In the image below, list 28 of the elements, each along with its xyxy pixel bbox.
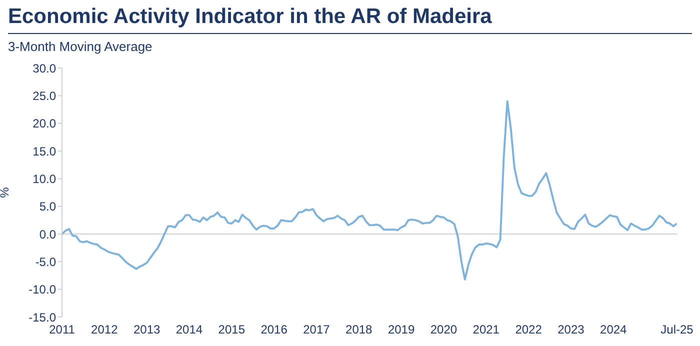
x-tick-label: 2020: [430, 322, 458, 337]
x-tick-label: 2024: [600, 322, 628, 337]
x-tick-label: 2021: [472, 322, 500, 337]
chart-title: Economic Activity Indicator in the AR of Madeira: [8, 5, 492, 29]
x-tick-label: 2023: [558, 322, 585, 337]
y-tick-label: 20.0: [32, 116, 56, 131]
x-tick-label: Jul-25: [660, 322, 694, 337]
chart-subtitle: 3-Month Moving Average: [8, 39, 152, 54]
x-tick-label: 2012: [91, 322, 118, 337]
y-tick-label: -5.0: [35, 254, 56, 269]
x-tick-label: 2019: [388, 322, 415, 337]
x-tick-label: 2022: [515, 322, 542, 337]
y-axis-title: %: [0, 186, 12, 198]
y-tick-label: -10.0: [28, 282, 56, 297]
y-tick-label: 5.0: [39, 200, 56, 214]
x-tick-label: 2015: [218, 322, 246, 337]
x-tick-label: 2014: [176, 322, 203, 337]
x-tick-label: 2016: [260, 322, 288, 337]
y-tick-label: -15.0: [28, 310, 56, 324]
x-tick-label: 2018: [346, 322, 373, 337]
y-tick-label: 10.0: [32, 172, 56, 186]
x-tick-label: 2017: [303, 322, 330, 337]
y-tick-label: 0.0: [39, 227, 56, 242]
x-tick-label: 2011: [49, 322, 76, 337]
y-tick-label: 25.0: [32, 88, 56, 103]
y-tick-label: 30.0: [32, 61, 56, 76]
x-tick-label: 2013: [133, 322, 160, 337]
y-tick-label: 15.0: [32, 144, 56, 158]
